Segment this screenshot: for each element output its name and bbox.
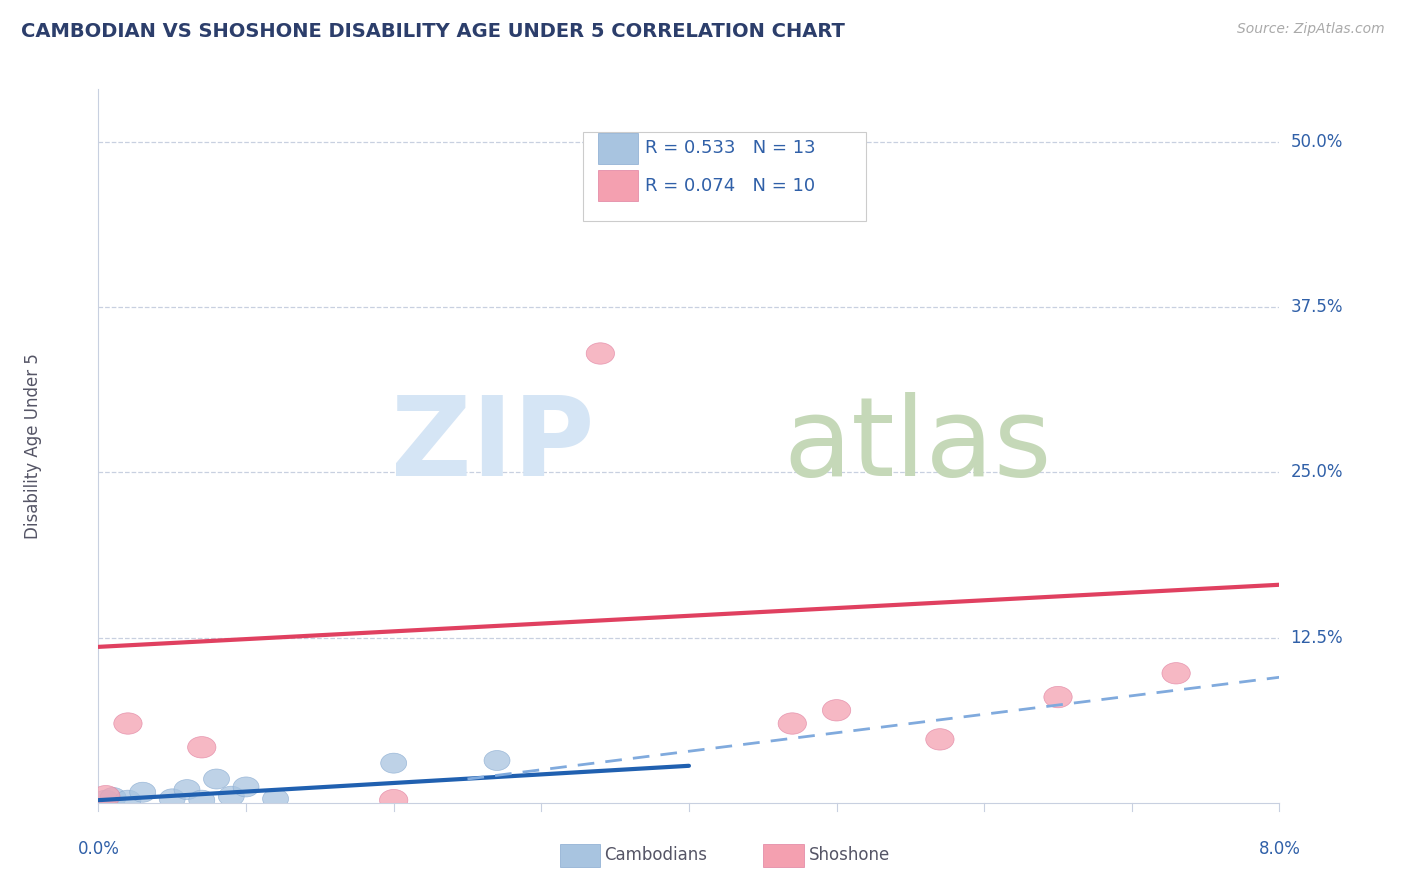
Text: 37.5%: 37.5%	[1291, 298, 1343, 317]
Ellipse shape	[204, 769, 229, 789]
Ellipse shape	[1161, 663, 1191, 684]
Ellipse shape	[218, 786, 245, 806]
Ellipse shape	[233, 777, 259, 797]
Text: R = 0.074   N = 10: R = 0.074 N = 10	[645, 177, 815, 194]
Ellipse shape	[91, 786, 120, 807]
Ellipse shape	[263, 789, 288, 809]
Ellipse shape	[93, 790, 118, 810]
Ellipse shape	[586, 343, 614, 364]
Ellipse shape	[100, 788, 127, 807]
Ellipse shape	[129, 782, 156, 802]
Ellipse shape	[159, 789, 186, 809]
Ellipse shape	[114, 713, 142, 734]
Ellipse shape	[823, 699, 851, 721]
Text: Shoshone: Shoshone	[808, 847, 890, 864]
Ellipse shape	[115, 790, 141, 810]
Text: 50.0%: 50.0%	[1291, 133, 1343, 151]
Ellipse shape	[380, 789, 408, 811]
Ellipse shape	[484, 750, 510, 771]
Text: CAMBODIAN VS SHOSHONE DISABILITY AGE UNDER 5 CORRELATION CHART: CAMBODIAN VS SHOSHONE DISABILITY AGE UND…	[21, 22, 845, 41]
FancyBboxPatch shape	[582, 132, 866, 221]
Ellipse shape	[174, 780, 200, 799]
Ellipse shape	[1043, 686, 1073, 707]
Ellipse shape	[381, 753, 406, 773]
Text: ZIP: ZIP	[391, 392, 595, 500]
Text: Disability Age Under 5: Disability Age Under 5	[24, 353, 42, 539]
Ellipse shape	[778, 713, 807, 734]
Text: atlas: atlas	[783, 392, 1052, 500]
Text: 0.0%: 0.0%	[77, 839, 120, 858]
Ellipse shape	[187, 737, 217, 758]
Text: Source: ZipAtlas.com: Source: ZipAtlas.com	[1237, 22, 1385, 37]
Text: 12.5%: 12.5%	[1291, 629, 1343, 647]
Text: Cambodians: Cambodians	[605, 847, 707, 864]
Text: 25.0%: 25.0%	[1291, 464, 1343, 482]
Ellipse shape	[925, 729, 955, 750]
FancyBboxPatch shape	[598, 169, 638, 202]
FancyBboxPatch shape	[598, 133, 638, 164]
Text: 8.0%: 8.0%	[1258, 839, 1301, 858]
Ellipse shape	[188, 790, 215, 810]
Text: R = 0.533   N = 13: R = 0.533 N = 13	[645, 139, 815, 157]
